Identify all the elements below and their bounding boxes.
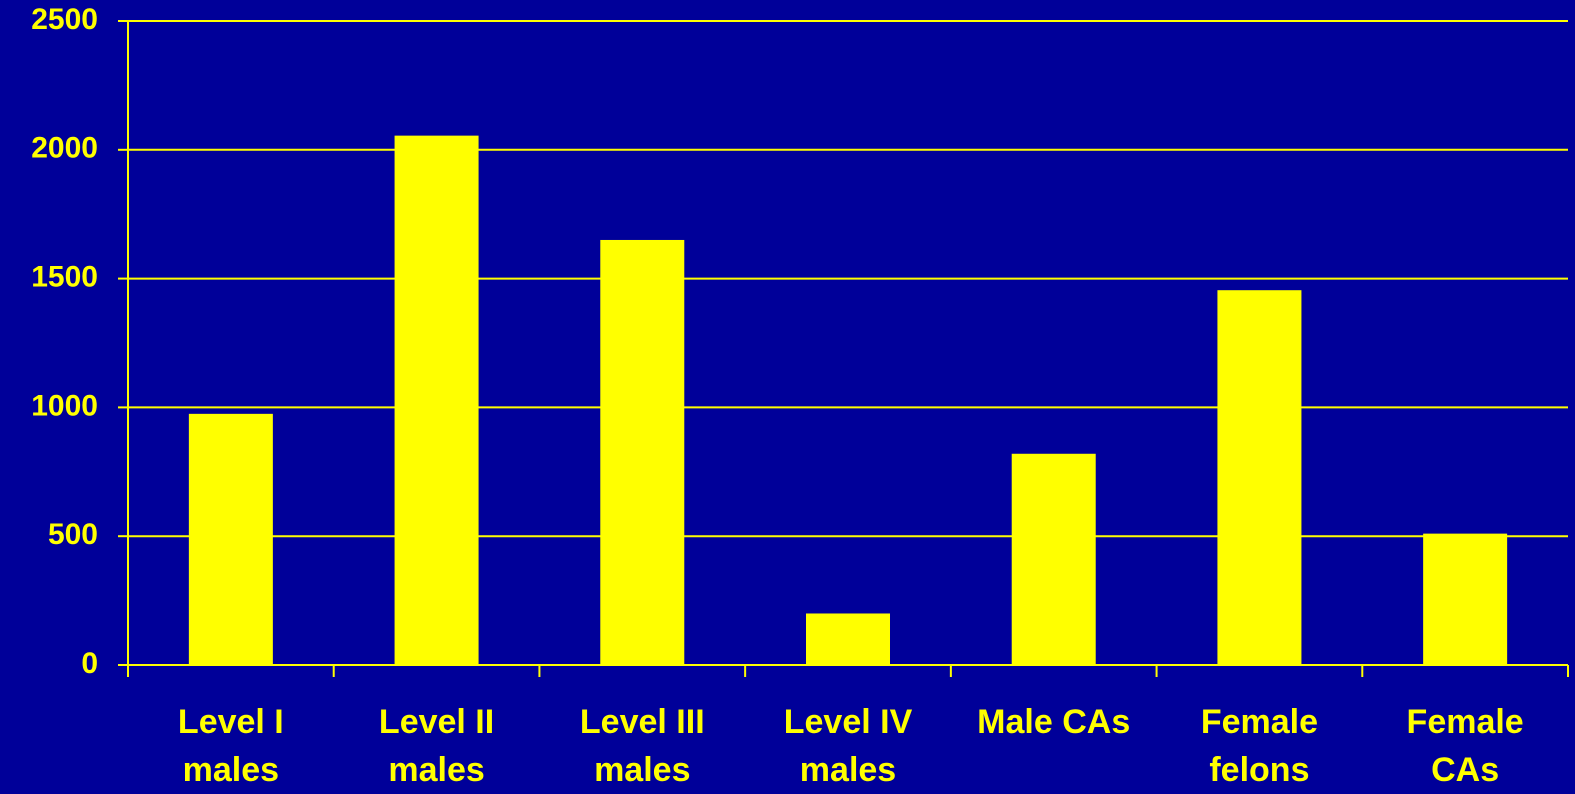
bar bbox=[600, 239, 685, 665]
bar bbox=[806, 613, 890, 665]
y-tick-label: 1000 bbox=[31, 389, 98, 422]
bar bbox=[188, 413, 273, 665]
x-tick-label: Level II males bbox=[378, 703, 495, 789]
bar bbox=[1011, 453, 1096, 665]
bar bbox=[394, 135, 479, 665]
x-tick-label: Male CAs bbox=[977, 703, 1131, 741]
x-tick-label: Level III males bbox=[579, 703, 705, 789]
y-tick-label: 2500 bbox=[31, 3, 98, 36]
x-tick-label: Female CAs bbox=[1406, 703, 1524, 789]
bar bbox=[1217, 290, 1302, 665]
y-tick-label: 1500 bbox=[31, 261, 98, 294]
bar bbox=[1423, 533, 1508, 665]
y-tick-label: 0 bbox=[81, 647, 98, 680]
y-tick-label: 2000 bbox=[31, 132, 98, 165]
x-tick-label: Female felons bbox=[1200, 703, 1319, 789]
x-tick-label: Level I males bbox=[177, 703, 284, 789]
x-tick-label: Level IV males bbox=[783, 703, 913, 789]
y-tick-label: 500 bbox=[48, 518, 98, 551]
